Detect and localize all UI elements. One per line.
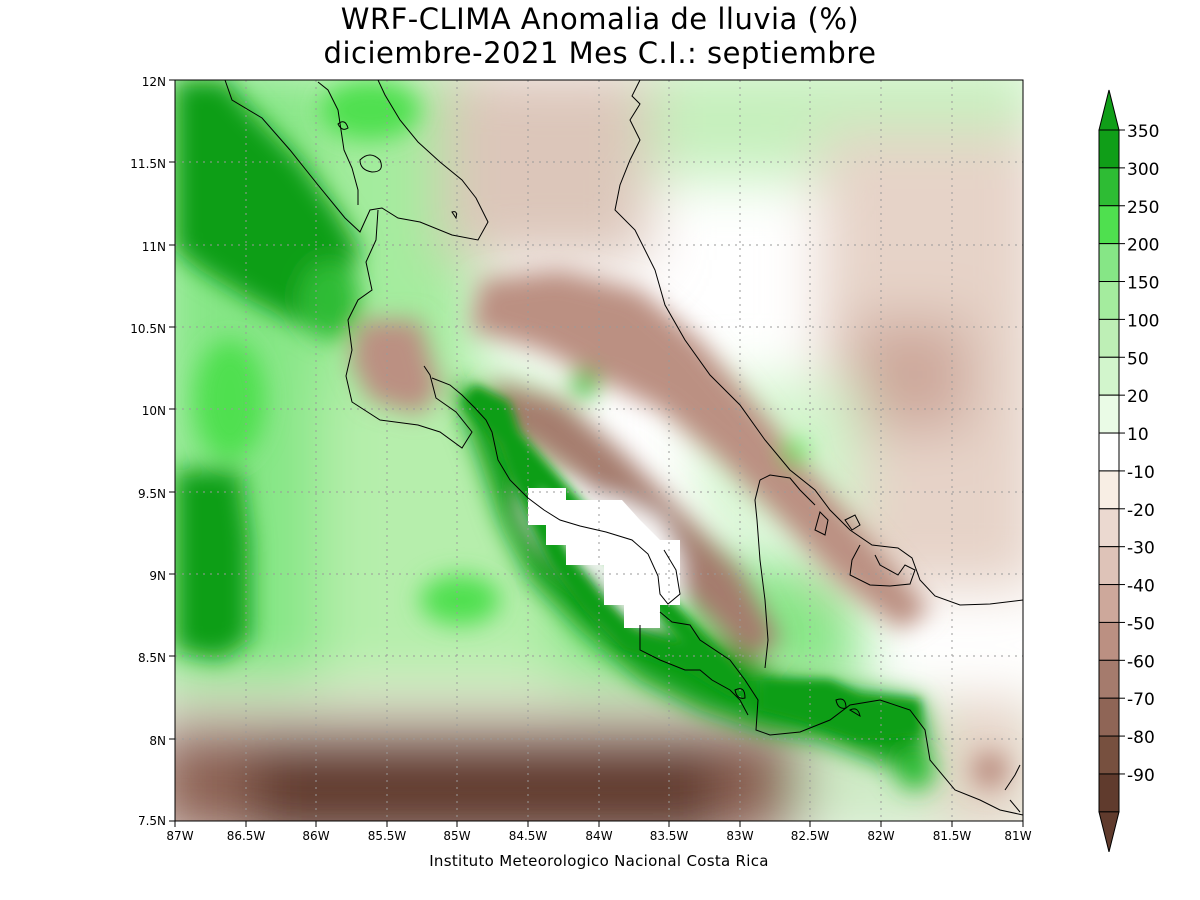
legend-swatch <box>1098 470 1120 510</box>
legend-label: 300 <box>1127 160 1159 180</box>
legend-label: 100 <box>1127 311 1159 331</box>
legend-swatch <box>1098 508 1120 548</box>
legend-swatch <box>1098 318 1120 358</box>
map-title-line2: diciembre-2021 Mes C.I.: septiembre <box>323 36 877 70</box>
legend-swatch <box>1098 167 1120 207</box>
y-tick-label: 10.5N <box>130 322 166 336</box>
legend-swatch <box>1098 356 1120 396</box>
x-tick-label: 82.5W <box>791 829 830 843</box>
x-tick-label: 81.5W <box>933 829 972 843</box>
legend-swatch <box>1098 243 1120 283</box>
legend-label: 200 <box>1127 236 1159 256</box>
legend-label: 350 <box>1127 122 1159 142</box>
coastlines <box>224 80 1023 816</box>
legend-label: 150 <box>1127 274 1159 294</box>
footer-credit: Instituto Meteorologico Nacional Costa R… <box>429 852 769 870</box>
x-tick-label: 85W <box>443 829 470 843</box>
x-tick-label: 83W <box>726 829 753 843</box>
y-tick-label: 11N <box>142 240 166 254</box>
y-tick-label: 9.5N <box>138 487 166 501</box>
legend-label: -90 <box>1127 766 1155 786</box>
legend-swatch <box>1098 205 1120 245</box>
legend-swatch <box>1098 735 1120 775</box>
legend-label: -80 <box>1127 728 1155 748</box>
color-bar-legend: 350 300 250 200 150 100 50 20 10 -10 -20 -30 -40 -50 -… <box>1098 89 1159 852</box>
x-tick-label: 85.5W <box>368 829 407 843</box>
y-tick-label: 10N <box>142 404 166 418</box>
legend-label: -50 <box>1127 614 1155 634</box>
y-tick-label: 8N <box>149 734 166 748</box>
x-tick-label: 84W <box>585 829 612 843</box>
x-tick-label: 83.5W <box>650 829 689 843</box>
map-title-line1: WRF-CLIMA Anomalia de lluvia (%) <box>340 2 860 36</box>
legend-label: -30 <box>1127 539 1155 559</box>
legend-swatch <box>1098 659 1120 699</box>
legend-swatch <box>1098 773 1120 813</box>
legend-label: 20 <box>1127 387 1149 407</box>
x-tick-labels: 87W 86.5W 86W 85.5W 85W 84.5W 84W 83.5W … <box>166 829 1031 843</box>
map-grid <box>175 80 1023 821</box>
legend-swatch <box>1098 697 1120 737</box>
y-tick-label: 7.5N <box>138 814 166 828</box>
legend-label: 50 <box>1127 349 1149 369</box>
legend-swatch <box>1098 432 1120 472</box>
x-tick-label: 86W <box>302 829 329 843</box>
tick-marks <box>169 79 1024 827</box>
legend-swatch <box>1098 584 1120 623</box>
legend-swatch <box>1098 281 1120 320</box>
legend-label: -40 <box>1127 577 1155 597</box>
x-tick-label: 84.5W <box>509 829 548 843</box>
y-tick-label: 8.5N <box>138 651 166 665</box>
legend-bottom-arrow <box>1098 811 1120 852</box>
legend-swatch <box>1098 621 1120 661</box>
legend-swatch <box>1098 394 1120 434</box>
legend-label: -70 <box>1127 690 1155 710</box>
y-tick-label: 12N <box>142 75 166 89</box>
legend-label: 10 <box>1127 425 1149 445</box>
legend-label: -20 <box>1127 501 1155 521</box>
x-tick-label: 86.5W <box>227 829 266 843</box>
legend-swatch <box>1098 546 1120 586</box>
legend-label: -60 <box>1127 652 1155 672</box>
legend-top-arrow <box>1098 89 1120 131</box>
legend-swatch <box>1098 129 1120 169</box>
y-tick-label: 9N <box>149 569 166 583</box>
x-tick-label: 82W <box>867 829 894 843</box>
y-tick-labels: 12N 11.5N 11N 10.5N 10N 9.5N 9N 8.5N 8N … <box>130 75 166 828</box>
anomaly-field <box>175 80 1023 821</box>
x-tick-label: 87W <box>166 829 193 843</box>
legend-label: -10 <box>1127 463 1155 483</box>
legend-label: 250 <box>1127 198 1159 218</box>
x-tick-label: 81W <box>1004 829 1031 843</box>
y-tick-label: 11.5N <box>130 157 166 171</box>
